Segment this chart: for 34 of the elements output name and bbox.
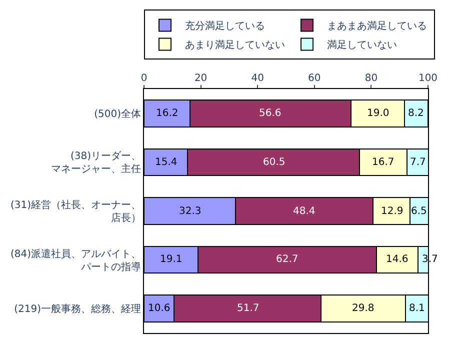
data-label: 8.1: [409, 303, 425, 314]
data-label: 6.5: [411, 206, 427, 217]
legend-label: 満足していない: [327, 39, 397, 52]
data-label: 15.4: [155, 157, 178, 168]
legend-label: 充分満足している: [185, 20, 265, 32]
y-tick-label: (500)全体: [94, 108, 141, 120]
y-tick-label: (38)リーダー、マネージャー、主任: [51, 150, 141, 176]
data-label: 16.2: [156, 108, 178, 119]
x-tick-label: 20: [194, 73, 208, 84]
legend-label: あまり満足していない: [185, 39, 285, 52]
data-label: 60.5: [263, 157, 286, 168]
legend-label: まあまあ満足している: [327, 20, 427, 32]
data-label: 48.4: [293, 206, 316, 217]
data-label: 56.6: [259, 108, 282, 119]
data-label: 7.7: [410, 157, 426, 168]
y-tick-label: (219)一般事務、総務、経理: [14, 303, 141, 316]
data-label: 14.6: [386, 254, 408, 265]
data-label: 32.3: [179, 206, 202, 217]
data-label: 19.0: [367, 108, 390, 119]
x-tick-label: 60: [308, 73, 321, 84]
data-label: 62.7: [276, 254, 298, 265]
x-tick-label: 80: [364, 73, 378, 84]
y-tick-label: (84)派遣社員、アルバイト、パートの指導: [10, 248, 141, 273]
data-label: 10.6: [148, 303, 170, 314]
y-tick-label: (31)経営（社長、オーナー、店長）: [10, 199, 141, 224]
x-tick-label: 0: [140, 73, 148, 84]
data-label: 19.1: [160, 254, 182, 265]
data-label: 16.7: [372, 157, 394, 168]
data-label: 8.2: [408, 108, 424, 119]
x-tick-label: 100: [418, 73, 438, 84]
data-label: 12.9: [381, 206, 404, 217]
x-tick-label: 40: [251, 73, 264, 84]
data-label: 51.7: [237, 303, 260, 314]
data-label: 29.8: [352, 303, 374, 314]
